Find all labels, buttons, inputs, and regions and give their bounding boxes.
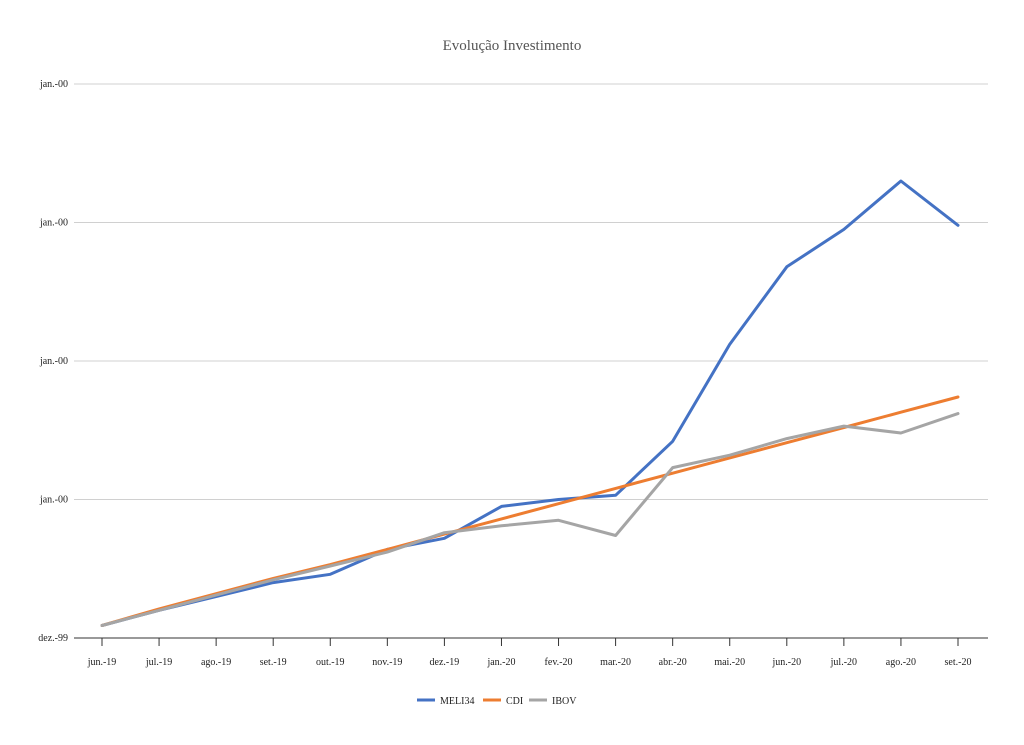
legend-label: IBOV <box>552 696 577 707</box>
x-tick-label: jan.-20 <box>486 657 515 668</box>
x-tick-label: out.-19 <box>316 657 345 668</box>
y-tick-label: jan.-00 <box>39 79 68 90</box>
x-tick-label: abr.-20 <box>659 657 687 668</box>
chart-title: Evolução Investimento <box>443 38 582 54</box>
y-tick-label: jan.-00 <box>39 218 68 229</box>
x-tick-label: mai.-20 <box>714 657 745 668</box>
x-axis: jun.-19 jul.-19 ago.-19 set.-19 out.-19 nov.-… <box>74 637 988 668</box>
y-tick-label: jan.-00 <box>39 356 68 367</box>
x-tick-label: jul.-19 <box>145 657 172 668</box>
legend: MELI34 CDI IBOV <box>417 696 577 707</box>
series-line-meli34 <box>100 179 960 627</box>
x-tick-label: nov.-19 <box>372 657 402 668</box>
x-tick-label: dez.-19 <box>430 657 460 668</box>
x-tick-label: fev.-20 <box>545 657 573 668</box>
x-tick-label: ago.-19 <box>201 657 231 668</box>
x-tick-label: ago.-20 <box>886 657 916 668</box>
y-tick-label: jan.-00 <box>39 495 68 506</box>
series-lines <box>100 179 960 627</box>
y-axis-tick-labels: dez.-99 jan.-00 jan.-00 jan.-00 jan.-00 <box>38 79 68 644</box>
x-tick-label: jun.-19 <box>87 657 117 668</box>
series-line-ibov <box>100 412 960 627</box>
x-tick-label: set.-19 <box>260 657 287 668</box>
grid-lines <box>74 83 988 500</box>
legend-label: MELI34 <box>440 696 474 707</box>
x-tick-label: jul.-20 <box>830 657 857 668</box>
x-tick-label: mar.-20 <box>600 657 631 668</box>
legend-label: CDI <box>506 696 523 707</box>
x-tick-label: jun.-20 <box>771 657 801 668</box>
x-tick-label: set.-20 <box>945 657 972 668</box>
y-tick-label: dez.-99 <box>38 633 68 644</box>
